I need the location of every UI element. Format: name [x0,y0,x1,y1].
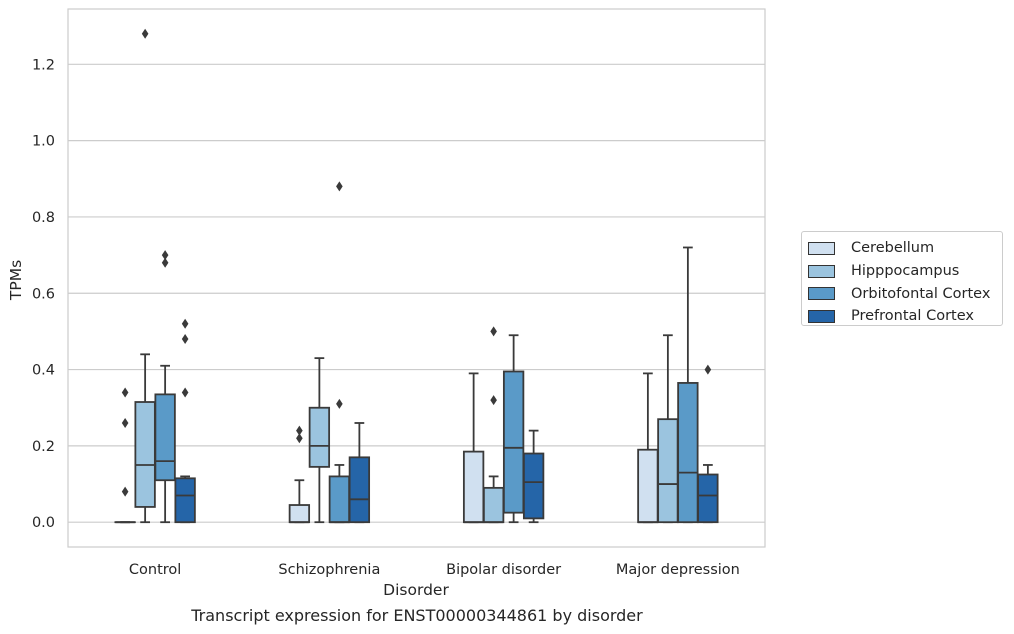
legend-swatch [808,287,835,301]
box-orbitofontal-cortex [154,250,176,524]
box-prefrontal-cortex [697,364,719,524]
box-body [502,370,525,514]
box-hipppocampus [482,326,505,524]
outlier-point [181,387,189,398]
y-tick-label: 0.8 [32,210,55,226]
box-body [328,475,351,524]
legend-swatch [808,264,835,278]
box-body [308,406,331,468]
box-cerebellum [462,372,485,524]
box-body [677,382,699,524]
outlier-point [181,318,189,329]
legend-item: Orbitofontal Cortex [808,282,1002,305]
legend-item: Hipppocampus [808,260,1002,283]
y-tick-label: 0.2 [32,439,55,455]
x-tick-labels: Control Schizophrenia Bipolar disorder Majo… [129,562,740,578]
box-body [348,456,371,524]
outlier-point [296,433,303,444]
x-tick-label: Schizophrenia [278,562,380,578]
y-tick-label: 0.4 [32,363,55,379]
outlier-point [161,257,169,268]
y-axis-label: TPMs [7,260,25,301]
outlier-point [336,181,343,192]
x-tick-label: Major depression [616,562,740,578]
box-series [114,28,719,524]
box-hipppocampus [308,357,331,524]
y-tick-labels: 0.0 0.2 0.4 0.6 0.8 1.0 1.2 [32,57,55,531]
box-cerebellum [114,387,136,524]
x-tick-label: Bipolar disorder [446,562,561,578]
y-tick-label: 1.2 [32,57,55,73]
box-cerebellum [288,425,311,524]
box-orbitofontal-cortex [677,246,699,524]
box-hipppocampus [657,334,679,524]
x-tick-label: Control [129,562,181,578]
box-hipppocampus [134,28,156,524]
box-body [657,418,679,524]
outlier-point [121,417,129,428]
outlier-point [121,486,129,497]
chart-legend: Cerebellum Hipppocampus Orbitofontal Corte… [801,231,1003,326]
outlier-point [141,28,149,39]
y-tick-label: 0.0 [32,515,55,531]
legend-swatch [808,309,835,323]
plot-area-border [67,8,766,548]
gridlines [68,63,765,523]
box-orbitofontal-cortex [328,181,351,524]
y-tick-label: 1.0 [32,134,55,150]
y-tick-label: 0.6 [32,286,55,302]
box-prefrontal-cortex [522,429,545,524]
legend-label: Orbitofontal Cortex [851,285,991,302]
legend-label: Prefrontal Cortex [851,308,974,325]
box-body [174,477,196,524]
legend-swatch [808,241,835,255]
legend-item: Prefrontal Cortex [808,305,1002,328]
box-body [697,473,719,524]
outlier-point [161,250,169,261]
x-axis-label: Disorder [383,581,449,599]
outlier-point [336,398,343,409]
box-orbitofontal-cortex [502,334,525,524]
box-body [462,450,485,524]
outlier-point [121,387,129,398]
box-prefrontal-cortex [348,422,371,524]
legend-item: Cerebellum [808,237,1002,260]
outlier-point [296,425,303,436]
outlier-point [181,334,189,345]
outlier-point [704,364,712,375]
box-body [522,452,545,520]
box-body [134,401,156,508]
box-body [637,448,659,524]
box-prefrontal-cortex [174,318,196,524]
chart-caption: Transcript expression for ENST0000034486… [191,606,643,625]
legend-label: Hipppocampus [851,263,960,280]
box-cerebellum [637,372,659,524]
box-body [288,504,311,524]
legend-label: Cerebellum [851,240,935,257]
outlier-point [490,326,497,337]
box-body [482,486,505,524]
outlier-point [490,395,497,406]
box-body [154,393,176,482]
